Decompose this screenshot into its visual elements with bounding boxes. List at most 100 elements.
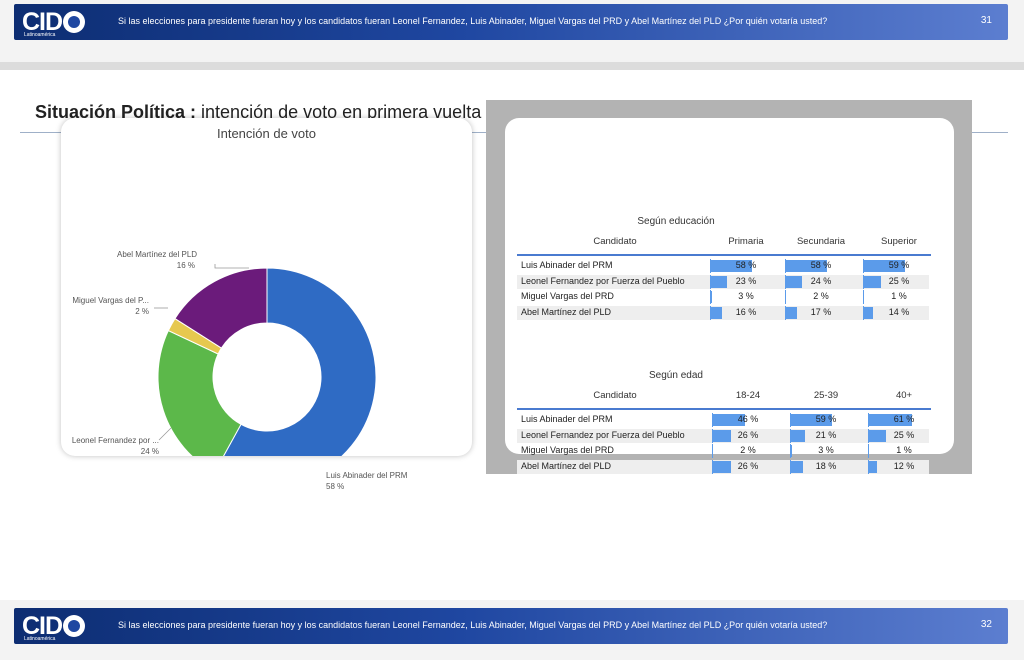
cell-value: 59 % [815, 414, 837, 424]
cell-value: 18 % [815, 460, 837, 471]
value-bar [785, 260, 827, 272]
table-title: Según educación [637, 216, 715, 227]
footer-question: Si las elecciones para presidente fueran… [118, 620, 828, 630]
table-cell: 17 % [785, 305, 857, 320]
pie-label-fp-value: 24 % [140, 447, 159, 456]
candidate-label: Luis Abinader del PRM [521, 414, 613, 424]
table-header-candidato: Candidato [593, 236, 637, 247]
value-bar [710, 260, 752, 272]
table-cell: 59 % [790, 413, 862, 427]
candidate-label: Luis Abinader del PRM [521, 260, 613, 270]
slice-pld [174, 267, 268, 349]
header-question: Si las elecciones para presidente fueran… [118, 16, 828, 26]
table-cell: 18 % [790, 459, 862, 474]
candidate-label: Abel Martínez del PLD [521, 306, 612, 317]
pie-label-prd-value: 2 % [135, 307, 149, 316]
cell-value: 23 % [735, 275, 757, 286]
pie-label-pld-value: 16 % [176, 261, 195, 270]
value-bar [785, 275, 803, 288]
cell-value: 1 % [891, 291, 907, 301]
value-bar [785, 306, 798, 319]
cell-value: 25 % [888, 275, 910, 286]
value-bar [863, 291, 864, 303]
value-bar [863, 275, 881, 288]
table-cell: 2 % [712, 444, 784, 458]
cell-value: 16 % [735, 306, 757, 317]
table-cell: 59 % [863, 259, 935, 273]
table-cell: 2 % [785, 290, 857, 304]
logo-subtitle: Latinoamérica [24, 32, 56, 38]
table-cell: 46 % [712, 413, 784, 427]
value-bar [863, 260, 906, 272]
leader-fp [158, 427, 172, 441]
table-header-rule [517, 408, 931, 410]
value-bar [790, 460, 803, 473]
value-bar [710, 291, 713, 303]
donut-chart-card: Intención de voto [61, 118, 472, 456]
pie-label-fp-name: Leonel Fernandez por ... [71, 436, 159, 445]
value-bar [868, 414, 912, 426]
candidate-label: Leonel Fernandez por Fuerza del Pueblo [521, 275, 685, 286]
globe-icon [63, 615, 86, 637]
table-row: Miguel Vargas del PRD [517, 444, 929, 458]
cell-value: 25 % [893, 429, 915, 440]
table-cell: 23 % [710, 274, 782, 289]
cell-value: 58 % [810, 260, 832, 270]
table-cell: 1 % [868, 444, 940, 458]
table-header-column: 40+ [895, 390, 913, 401]
value-bar [712, 460, 731, 473]
table-cell: 61 % [868, 413, 940, 427]
table-cell: 16 % [710, 305, 782, 320]
cell-value: 1 % [896, 445, 912, 455]
table-row: Abel Martínez del PLD [517, 305, 929, 320]
table-cell: 21 % [790, 428, 862, 443]
cell-value: 26 % [737, 429, 759, 440]
table-cell: 26 % [712, 459, 784, 474]
cell-value: 3 % [738, 291, 754, 301]
value-bar [868, 460, 877, 473]
value-bar [785, 291, 787, 303]
value-bar [710, 275, 727, 288]
slice-prm [222, 267, 377, 456]
cid-logo: CID Latinoamérica [22, 8, 86, 38]
pie-label-pld: Abel Martínez del PLD 16 % [117, 249, 198, 271]
cell-value: 59 % [888, 260, 910, 270]
cell-value: 14 % [888, 306, 910, 317]
pie-label-pld-name: Abel Martínez del PLD [117, 250, 198, 259]
value-bar [712, 414, 746, 426]
cid-logo-footer: CID Latinoamérica [22, 612, 86, 642]
table-cell: 25 % [868, 428, 940, 443]
cell-value: 26 % [737, 460, 759, 471]
table-cell: 12 % [868, 459, 940, 474]
logo-text: CID [22, 612, 63, 640]
cell-value: 2 % [740, 445, 756, 455]
value-bar [790, 445, 793, 457]
table-cell: 3 % [710, 290, 782, 304]
candidate-label: Miguel Vargas del PRD [521, 445, 614, 455]
value-bar [710, 306, 722, 319]
footer-page-number: 32 [980, 619, 992, 630]
header-page-number: 31 [980, 15, 992, 26]
globe-icon [63, 11, 86, 33]
pie-label-prd-name: Miguel Vargas del P... [72, 296, 149, 305]
pie-label-fp: Leonel Fernandez por ... 24 % [70, 435, 159, 457]
cell-value: 61 % [893, 414, 915, 424]
table-cell: 58 % [710, 259, 782, 273]
table-header-candidato: Candidato [593, 390, 637, 401]
table-cell: 26 % [712, 428, 784, 443]
leader-pld [214, 264, 249, 269]
table-header-column: 25-39 [813, 390, 839, 401]
table-header-column: 18-24 [735, 390, 761, 401]
value-bar [712, 445, 714, 457]
table-header-column: Superior [881, 236, 917, 247]
cell-value: 17 % [810, 306, 832, 317]
table-cell: 1 % [863, 290, 935, 304]
pie-label-prm: Luis Abinader del PRM 58 % [326, 470, 407, 492]
value-bar [868, 445, 869, 457]
cell-value: 58 % [735, 260, 757, 270]
cell-value: 2 % [813, 291, 829, 301]
table-header-rule [517, 254, 931, 256]
cell-value: 12 % [893, 460, 915, 471]
table-header-column: Primaria [728, 236, 764, 247]
value-bar [790, 429, 806, 442]
